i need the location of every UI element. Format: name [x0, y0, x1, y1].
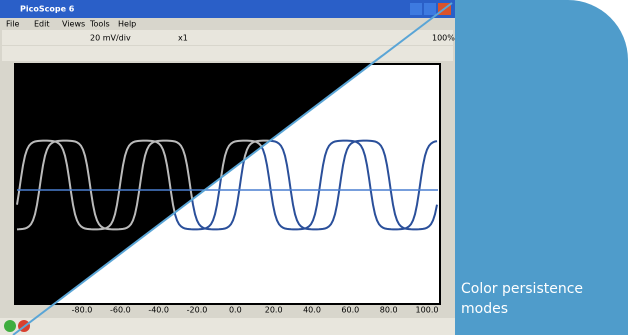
x-tick-label: 60.0	[341, 306, 359, 315]
menu-item[interactable]: Views	[62, 20, 85, 29]
zoom-select[interactable]: 100%	[432, 34, 455, 43]
x-tick-label: -20.0	[187, 306, 208, 315]
x-tick-label: -60.0	[110, 306, 131, 315]
menu-item[interactable]: Edit	[34, 20, 50, 29]
menu-item[interactable]: Help	[118, 20, 136, 29]
menu-item[interactable]: Tools	[89, 20, 110, 29]
x-tick-label: 40.0	[303, 306, 321, 315]
x-tick-label: 100.0	[416, 306, 439, 315]
range-select[interactable]: 20 mV/div	[90, 34, 131, 43]
status-bar	[0, 318, 455, 335]
screenshot: PicoScope 6 File Edit Views Tools Help 20 mV…	[0, 0, 628, 335]
window-title: PicoScope 6	[20, 5, 75, 14]
toolbar	[2, 30, 453, 45]
x-tick-label: -80.0	[72, 306, 93, 315]
caption: Color persistence modes	[461, 279, 611, 319]
x-tick-label: 80.0	[380, 306, 398, 315]
probe-select[interactable]: x1	[178, 34, 188, 43]
minimize-button[interactable]	[410, 3, 422, 15]
run-button[interactable]	[4, 320, 16, 332]
x-tick-label: -40.0	[148, 306, 169, 315]
maximize-button[interactable]	[424, 3, 436, 15]
x-tick-label: 0.0	[229, 306, 242, 315]
x-tick-label: 20.0	[265, 306, 283, 315]
menu-item[interactable]: File	[6, 20, 19, 29]
